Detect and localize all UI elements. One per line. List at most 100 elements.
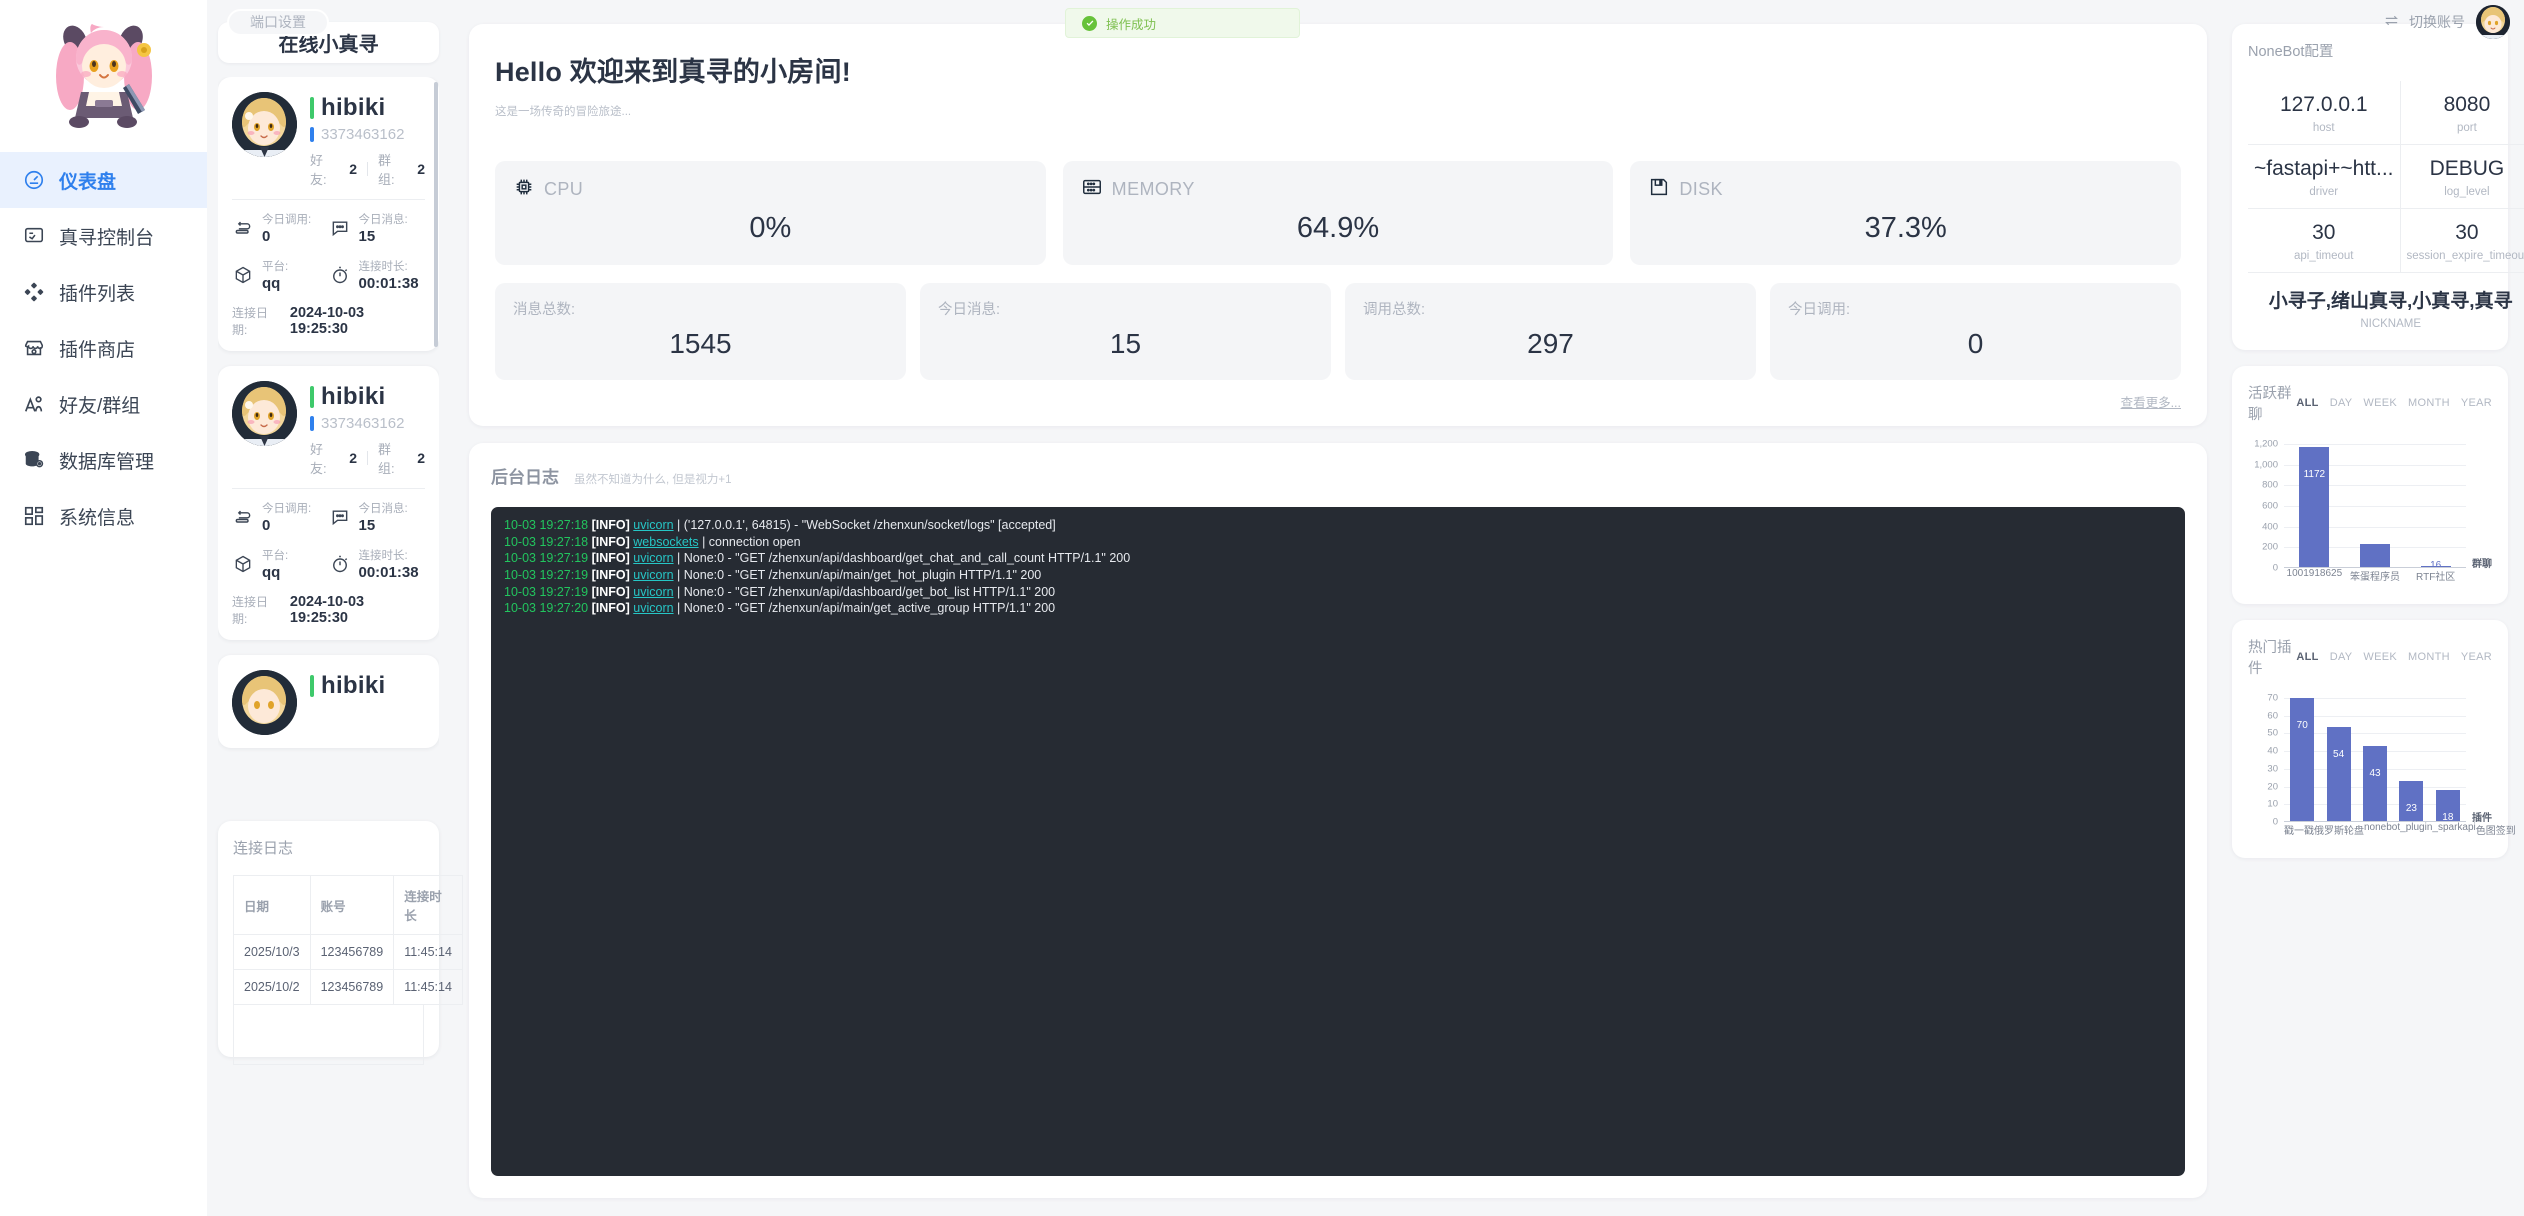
log-message: | None:0 - "GET /zhenxun/api/dashboard/g… [677, 584, 1056, 599]
y-axis: 1,200 1,000 800 600 400 200 0 [2248, 439, 2282, 574]
table-row[interactable]: 2025/10/2 123456789 11:45:14 [233, 969, 463, 1005]
connect-date-value: 2024-10-03 19:25:30 [289, 594, 365, 626]
right-sidebar: NoneBot配置 127.0.0.1 host 8080 port ~fast… [2224, 0, 2524, 1216]
active-groups-chart-card: 活跃群聊 ALL DAY WEEK MONTH YEAR 1,200 1,000… [2232, 366, 2508, 604]
view-more-row: 查看更多... [469, 380, 2207, 426]
view-more-link[interactable]: 查看更多... [2120, 396, 2181, 410]
log-level: [INFO] [591, 518, 630, 532]
range-tab-year[interactable]: YEAR [2460, 397, 2492, 409]
cell-date: 2025/10/2 [233, 969, 311, 1005]
range-tab-month[interactable]: MONTH [2408, 397, 2450, 409]
bot-stat-platform: 平台: qq [232, 546, 329, 582]
range-tab-all[interactable]: ALL [2296, 397, 2319, 409]
chat-bubble-icon [329, 217, 351, 239]
bar-plugin-1[interactable]: 54 [2326, 726, 2351, 822]
nonebot-config-card: NoneBot配置 127.0.0.1 host 8080 port ~fast… [2232, 24, 2524, 350]
bot-card[interactable]: hibiki 3373463162 好友: 2 群组: 2 [218, 366, 439, 640]
bar-plugin-3[interactable]: 23 [2399, 781, 2424, 822]
bot-counts: 好友: 2 群组: 2 [310, 150, 425, 188]
stat-value: 00:01:38 [358, 275, 419, 292]
hot-plugins-chart-card: 热门插件 ALL DAY WEEK MONTH YEAR 70 60 50 40… [2232, 620, 2516, 858]
bar-plugin-4[interactable]: 18 [2435, 789, 2460, 823]
x-baseline [2284, 821, 2466, 822]
friends-count: 2 [349, 161, 357, 177]
log-terminal[interactable]: 10-03 19:27:18 [INFO] uvicorn | ('127.0.… [491, 507, 2185, 1176]
y-tick: 1,200 [2254, 438, 2278, 450]
bar-group-1[interactable]: 236 [2360, 543, 2390, 577]
cell-account: 123456789 [309, 969, 395, 1005]
column-header-account: 账号 [309, 875, 395, 935]
log-module: uvicorn [633, 567, 674, 582]
cube-box-icon [232, 553, 254, 575]
sidebar-item-friends-groups[interactable]: 好友/群组 [0, 376, 207, 432]
cell-duration: 11:45:14 [393, 934, 463, 970]
sidebar-item-label: 数据库管理 [59, 451, 155, 473]
range-tab-month[interactable]: MONTH [2408, 651, 2450, 663]
bot-list-scrollbar[interactable] [434, 82, 438, 347]
switch-account-button[interactable]: 切换账号 [2383, 12, 2465, 32]
cell-duration: 11:45:14 [393, 969, 463, 1005]
divider [367, 162, 368, 176]
table-row[interactable]: 2025/10/3 123456789 11:45:14 [233, 934, 463, 970]
config-entry-log-level: DEBUG log_level [2399, 144, 2524, 208]
bar-label: 16 [2430, 559, 2442, 571]
user-avatar[interactable] [2476, 5, 2510, 39]
bar-label: 43 [2369, 768, 2381, 780]
log-module: uvicorn [633, 601, 674, 616]
counter-value: 15 [1109, 328, 1142, 359]
range-tab-all[interactable]: ALL [2296, 651, 2319, 663]
y-tick: 10 [2267, 798, 2278, 810]
stat-value: 00:01:38 [358, 564, 419, 581]
sidebar-item-dashboard[interactable]: 仪表盘 [0, 152, 207, 208]
bar-plugin-0[interactable]: 70 [2290, 698, 2315, 822]
sidebar-item-system-info[interactable]: 系统信息 [0, 488, 207, 544]
bot-card[interactable]: hibiki [218, 655, 439, 748]
config-key: log_level [2444, 186, 2490, 198]
sidebar-item-plugin-store[interactable]: 插件商店 [0, 320, 207, 376]
y-tick: 20 [2267, 781, 2278, 793]
log-header: 后台日志 虽然不知道为什么, 但是视力+1 [491, 463, 2185, 488]
bot-uid-row: 3373463162 [310, 126, 425, 143]
y-tick: 40 [2267, 745, 2278, 757]
log-time: 10-03 19:27:19 [504, 551, 589, 566]
sidebar-item-console[interactable]: 真寻控制台 [0, 208, 207, 264]
log-message: | None:0 - "GET /zhenxun/api/main/get_ac… [677, 601, 1056, 616]
bot-card[interactable]: hibiki 3373463162 好友: 2 群组: 2 [218, 77, 439, 351]
bot-meta: hibiki 3373463162 好友: 2 群组: 2 [310, 92, 425, 188]
console-icon [22, 224, 46, 248]
config-value: 30 [2312, 221, 2336, 244]
chart-title: 热门插件 [2248, 640, 2292, 677]
zhenxun-mascot-logo [55, 24, 152, 128]
range-tab-week[interactable]: WEEK [2363, 397, 2398, 409]
x-tick: 俄罗斯轮盘 [2314, 826, 2364, 837]
success-check-icon [1082, 15, 1097, 31]
bar-plugin-2[interactable]: 43 [2363, 746, 2388, 822]
y-axis: 70 60 50 40 30 20 10 0 [2248, 693, 2282, 828]
x-axis: 1001918625 笨蛋程序员 RTF社区 [2284, 568, 2466, 586]
bot-cards-scroll-area[interactable]: hibiki 3373463162 好友: 2 群组: 2 [218, 77, 439, 807]
stat-label: 连接时长: [358, 261, 408, 273]
sidebar-item-plugin-list[interactable]: 插件列表 [0, 264, 207, 320]
online-status-bar [310, 675, 314, 697]
bot-connect-date-row: 连接日期: 2024-10-03 19:25:30 [232, 304, 425, 338]
range-tab-week[interactable]: WEEK [2363, 651, 2398, 663]
range-tab-day[interactable]: DAY [2329, 651, 2353, 663]
connect-date-label: 连接日期: [232, 306, 269, 337]
chart-header: 热门插件 ALL DAY WEEK MONTH YEAR [2248, 636, 2492, 678]
port-settings-button[interactable]: 端口设置 [227, 8, 329, 36]
top-bar: 端口设置 切换账号 [207, 0, 2524, 44]
sidebar-item-label: 好友/群组 [59, 395, 141, 417]
bar-group-0[interactable]: 1172 [2299, 446, 2330, 568]
online-status-bar [310, 386, 314, 408]
bot-stat-today-calls: 今日调用: 0 [232, 499, 329, 535]
log-time: 10-03 19:27:20 [504, 601, 589, 616]
resource-head: DISK [1648, 176, 2163, 203]
range-tab-year[interactable]: YEAR [2460, 651, 2492, 663]
bar-label: 1172 [2303, 468, 2326, 480]
y-tick: 30 [2267, 763, 2278, 775]
range-tab-day[interactable]: DAY [2329, 397, 2353, 409]
sidebar-item-database[interactable]: 数据库管理 [0, 432, 207, 488]
bar-group-2[interactable]: 16 [2420, 560, 2451, 571]
table-header-row: 日期 账号 连接时长 [233, 875, 463, 935]
y-tick: 200 [2262, 541, 2278, 553]
